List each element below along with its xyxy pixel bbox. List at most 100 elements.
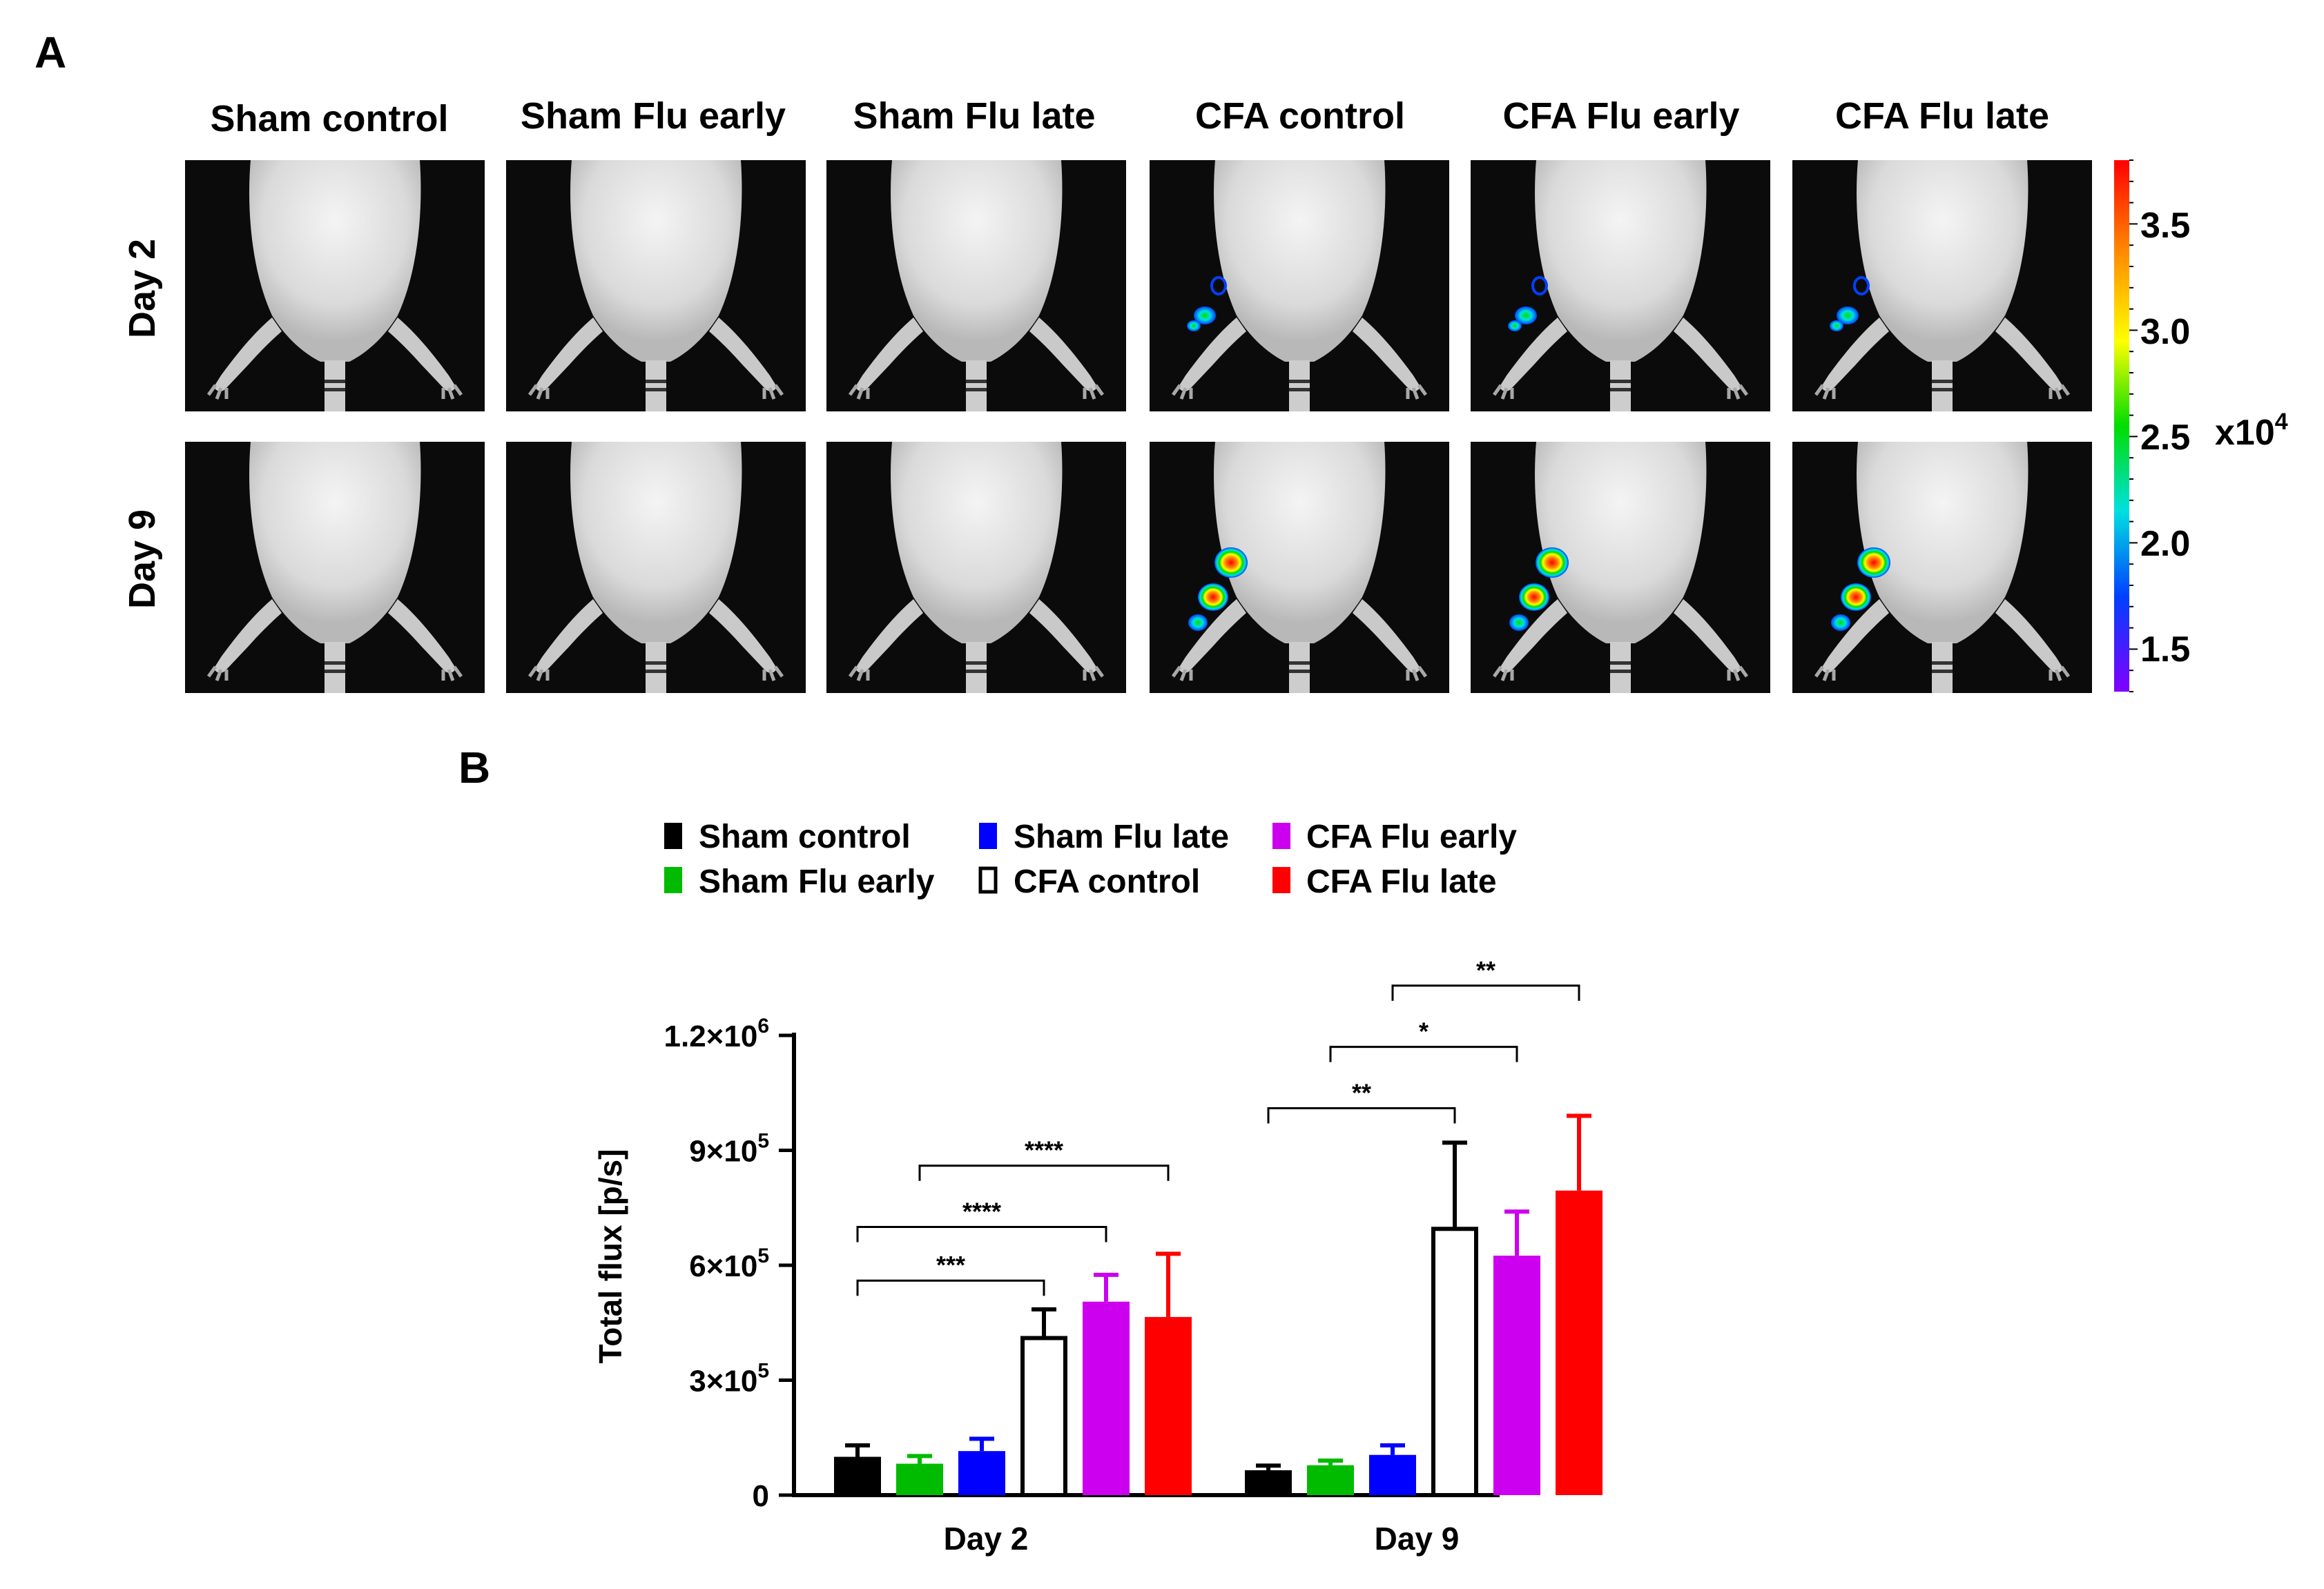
imaging-panel [1792, 442, 2092, 693]
imaging-panel [1471, 442, 1770, 693]
mouse-image [826, 160, 1126, 411]
row-label-day2: Day 2 [122, 239, 163, 338]
signal-spot [1531, 276, 1548, 295]
bar [1431, 1227, 1478, 1498]
panel-a-label: A [35, 28, 66, 77]
significance-bracket [1267, 1107, 1456, 1124]
signal-spot [1841, 583, 1871, 611]
column-header: CFA Flu early [1502, 95, 1739, 137]
x-tick-label: Day 2 [944, 1521, 1029, 1557]
imaging-panel [826, 442, 1126, 693]
bar [1245, 1470, 1292, 1495]
signal-spot [1214, 547, 1248, 578]
legend-swatch [664, 867, 682, 893]
imaging-panel [1792, 160, 2092, 411]
bar [1556, 1190, 1602, 1495]
mouse-image [1471, 442, 1770, 693]
bar [896, 1463, 943, 1495]
column-header: Sham Flu late [853, 95, 1095, 137]
significance-bracket [918, 1164, 1170, 1181]
signal-spot [1508, 320, 1522, 331]
panel-b-label: B [458, 743, 490, 792]
bar [1145, 1316, 1192, 1495]
colorbar-tick-label: 3.0 [2140, 312, 2190, 352]
legend-label: Sham Flu late [1014, 819, 1229, 855]
imaging-panel [506, 160, 806, 411]
colorbar-tick-label: 1.5 [2140, 630, 2190, 670]
column-header: CFA control [1195, 95, 1405, 137]
imaging-panel [185, 442, 485, 693]
signal-spot [1830, 320, 1843, 331]
bar [1083, 1301, 1130, 1495]
significance-label: ** [1352, 1078, 1371, 1107]
signal-spot [1515, 306, 1537, 324]
imaging-panel [185, 160, 485, 411]
legend-swatch [979, 823, 997, 849]
column-header: Sham Flu early [521, 95, 786, 137]
signal-spot [1210, 276, 1227, 295]
significance-label: ** [1476, 956, 1495, 984]
colorbar: 3.5 3.0 2.5 2.0 1.5 x104 [2114, 159, 2288, 692]
signal-spot [1857, 547, 1890, 578]
mouse-image [1792, 442, 2092, 693]
y-tick-label: 6×105 [689, 1245, 769, 1283]
legend-swatch [1272, 823, 1290, 849]
column-header: CFA Flu late [1835, 95, 2049, 137]
colorbar-tick-label: 2.0 [2140, 524, 2190, 564]
colorbar-tick-label: 3.5 [2140, 206, 2190, 246]
signal-spot [1831, 614, 1850, 631]
signal-spot [1509, 614, 1529, 631]
bar [1020, 1336, 1067, 1497]
significance-label: **** [1025, 1136, 1063, 1164]
signal-spot [1853, 276, 1870, 295]
significance-bracket [1329, 1046, 1518, 1062]
imaging-panel [1150, 442, 1449, 693]
mouse-image [1150, 160, 1449, 411]
legend: Sham control Sham Flu late CFA Flu early… [664, 819, 1517, 900]
mouse-image [1471, 160, 1770, 411]
signal-spot [1198, 583, 1228, 611]
legend-swatch [664, 823, 682, 849]
x-tick-label: Day 9 [1375, 1521, 1460, 1557]
legend-label: Sham Flu early [699, 864, 935, 900]
row-label-day9: Day 9 [122, 509, 163, 609]
signal-spot [1519, 583, 1549, 611]
legend-label: CFA Flu early [1306, 819, 1517, 855]
legend-label: CFA control [1014, 864, 1200, 900]
signal-spot [1536, 547, 1569, 578]
significance-label: *** [936, 1251, 965, 1279]
mouse-image [185, 442, 485, 693]
signal-spot [1188, 614, 1208, 631]
mouse-image [826, 442, 1126, 693]
legend-label: CFA Flu late [1306, 864, 1497, 900]
imaging-panel [1150, 160, 1449, 411]
colorbar-gradient [2114, 160, 2129, 692]
colorbar-unit-exp: 4 [2275, 409, 2288, 435]
imaging-panel [826, 160, 1126, 411]
significance-bracket [856, 1279, 1045, 1296]
y-tick-label: 9×105 [689, 1130, 769, 1169]
column-header: Sham control [210, 98, 448, 139]
bar [958, 1451, 1005, 1495]
legend-label: Sham control [699, 819, 911, 855]
imaging-panel [1471, 160, 1770, 411]
significance-bracket [1391, 984, 1580, 1001]
signal-spot [1187, 320, 1201, 331]
image-grid [185, 160, 2092, 693]
imaging-panel [506, 442, 806, 693]
bar-chart: Total flux [p/s] 0 3×105 6×105 9×105 1.2×106… [592, 956, 1602, 1557]
bar [1493, 1256, 1540, 1495]
signal-spot [1837, 306, 1859, 324]
legend-swatch [978, 866, 998, 894]
significance-label: * [1419, 1017, 1429, 1046]
significance-bracket [856, 1226, 1107, 1242]
mouse-image [1792, 160, 2092, 411]
mouse-image [185, 160, 485, 411]
y-tick-label: 0 [753, 1479, 769, 1513]
colorbar-tick-label: 2.5 [2140, 418, 2190, 458]
significance-label: **** [962, 1198, 1001, 1226]
mouse-image [506, 442, 806, 693]
y-tick-label: 1.2×106 [664, 1015, 770, 1053]
colorbar-unit-base: x10 [2215, 413, 2275, 453]
